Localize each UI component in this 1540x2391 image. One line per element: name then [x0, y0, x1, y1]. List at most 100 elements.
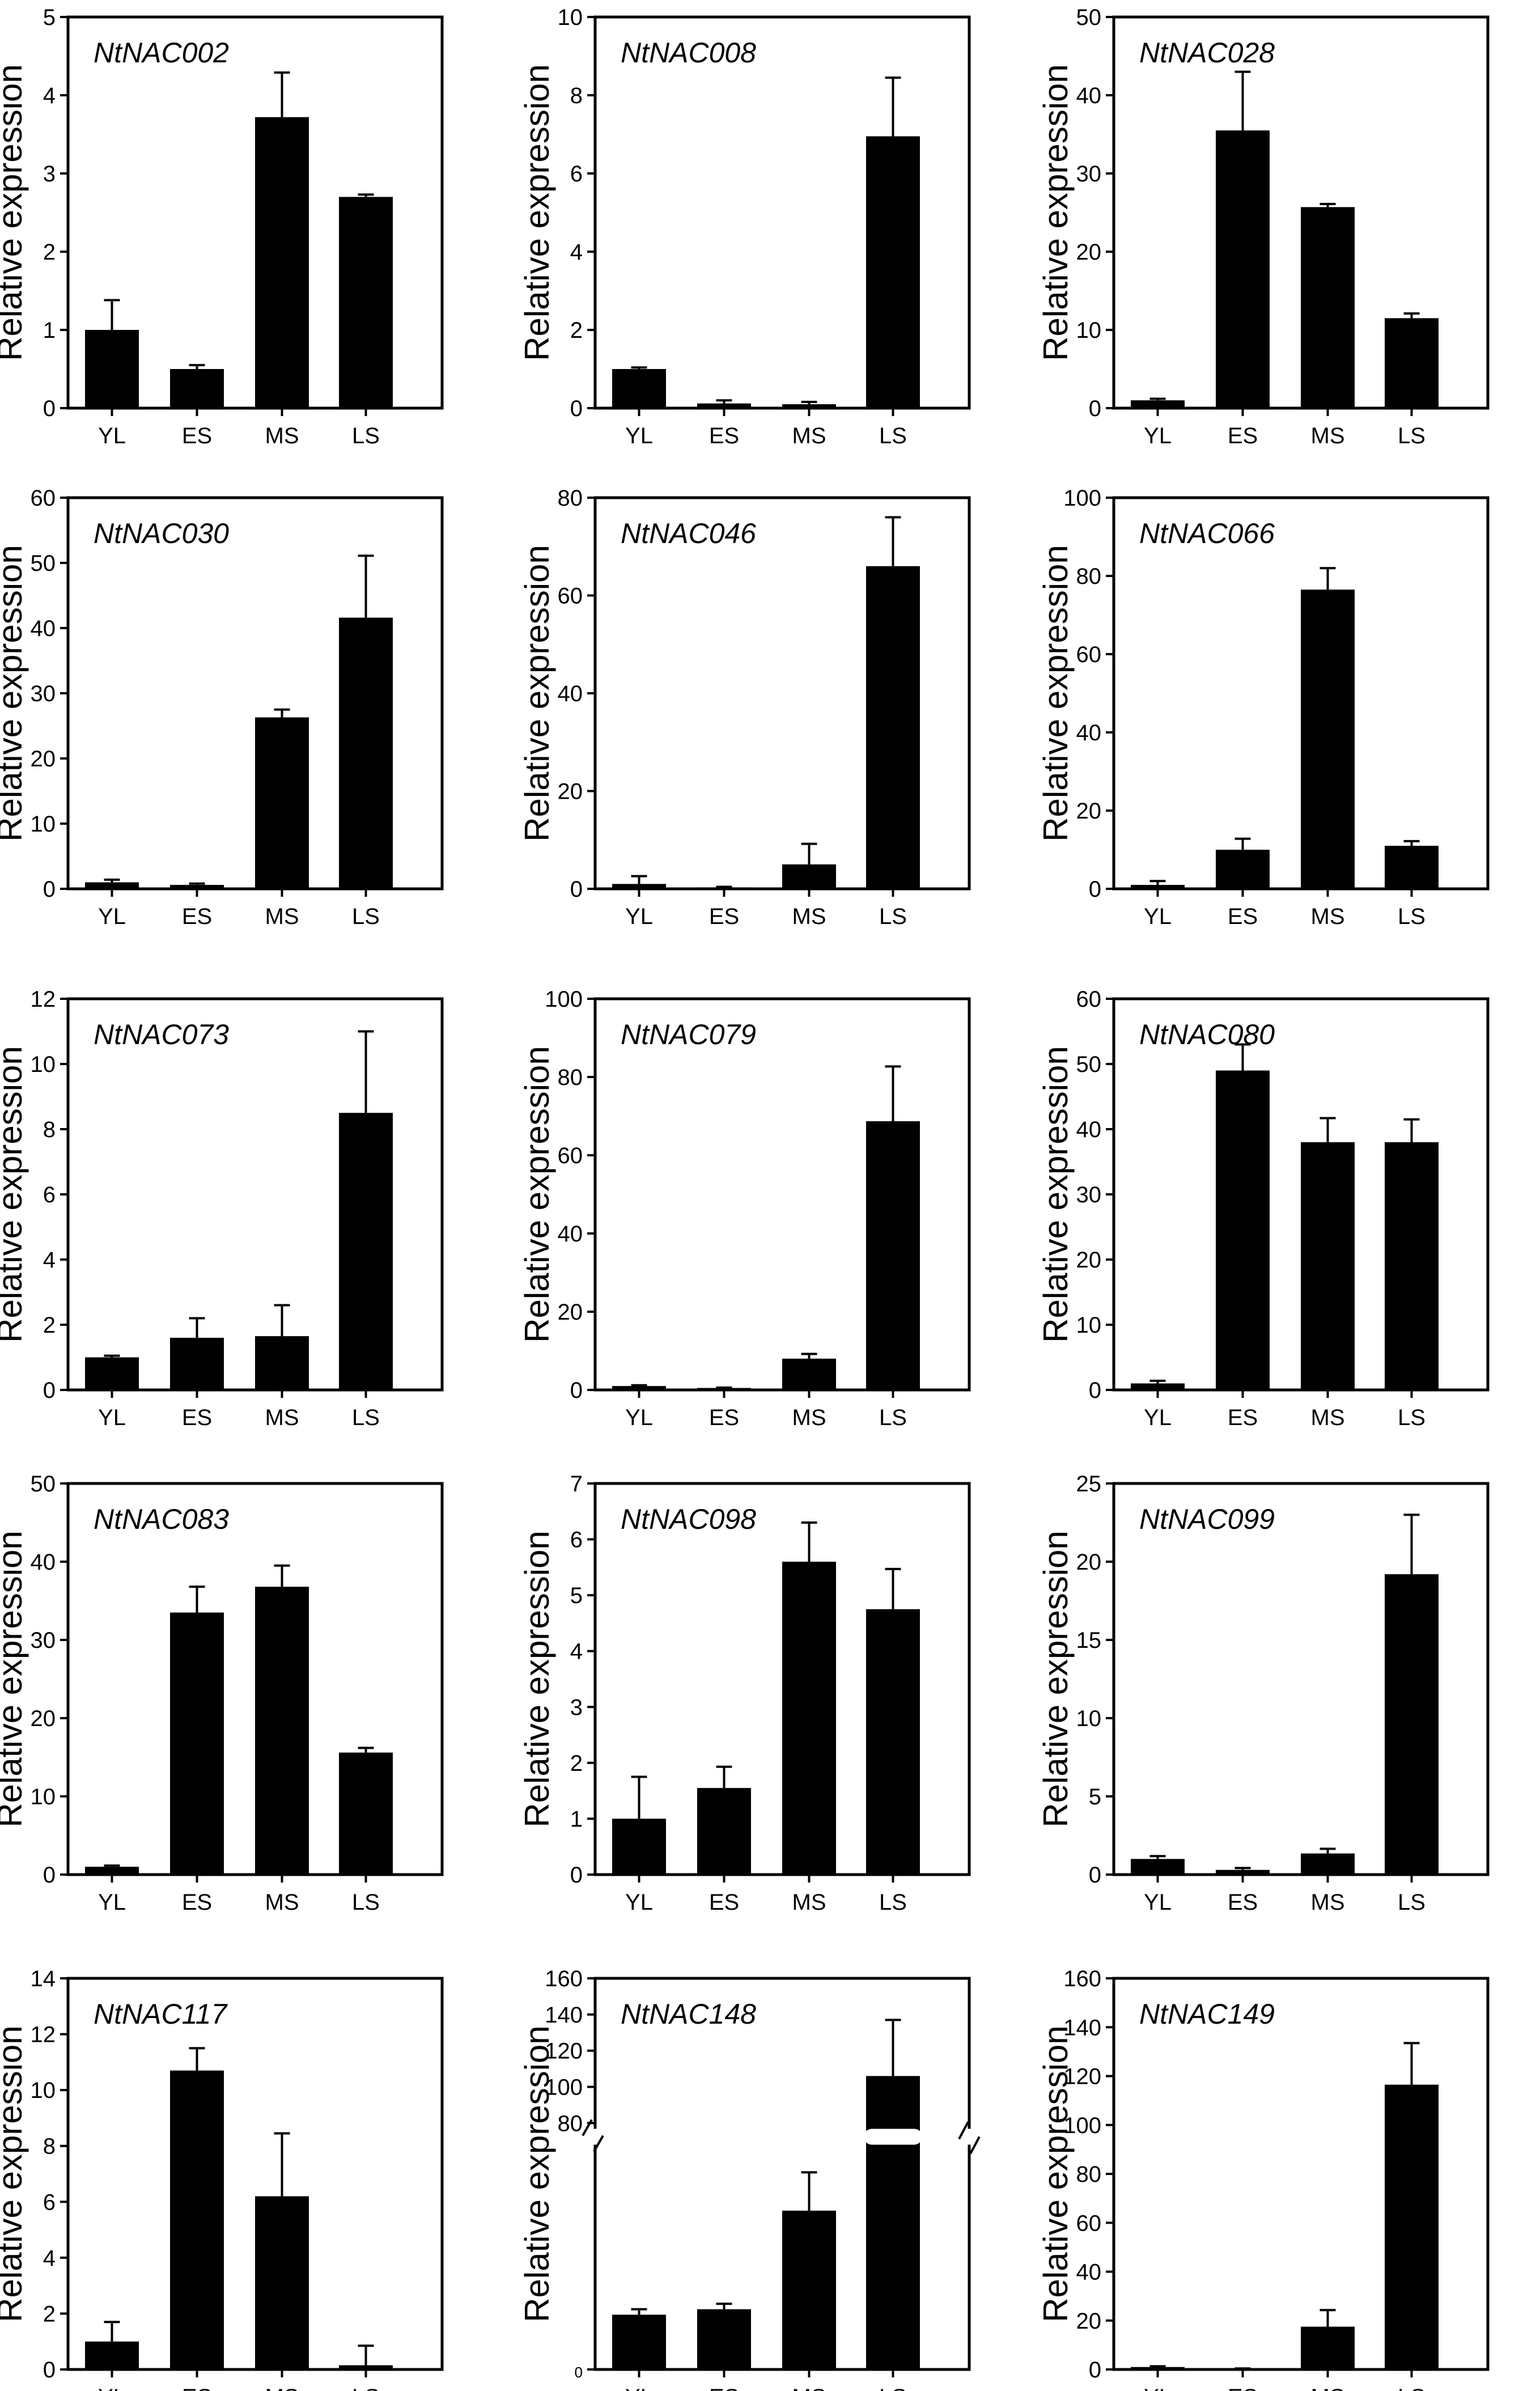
y-tick-label: 20 — [558, 1300, 583, 1325]
y-axis-label: Relative expression — [1037, 1046, 1075, 1343]
y-axis-label: Relative expression — [518, 64, 556, 361]
chart-title: NtNAC117 — [94, 1998, 228, 2030]
y-tick-label: 10 — [31, 1784, 56, 1809]
chart-panel: 0 10 20 30 40 50 YL ES MS LS NtNAC083 Relative expr… — [0, 1472, 444, 1915]
bar — [612, 369, 666, 408]
bar — [1301, 207, 1355, 408]
x-tick-label: LS — [1398, 904, 1426, 929]
bar — [782, 864, 836, 889]
bar — [255, 1336, 309, 1390]
bar — [339, 2365, 393, 2369]
bar — [612, 1386, 666, 1390]
y-tick-label: 10 — [31, 812, 56, 837]
y-tick-label: 20 — [1076, 240, 1102, 265]
plot-frame — [593, 1482, 971, 1876]
y-tick-label: 12 — [31, 2023, 56, 2047]
y-tick-label: 0 — [570, 396, 583, 421]
plot-frame — [593, 15, 971, 410]
chart-panel: 0 2 4 6 8 10 12 YL ES MS LS NtNAC073 Relative expres… — [0, 987, 444, 1430]
chart-panel: 0 20 40 60 80 100 120 140 160 YL ES MS LS NtNAC149 Rel… — [1037, 1966, 1490, 2391]
y-tick-label: 0 — [1089, 396, 1101, 421]
x-tick-label: YL — [625, 1405, 653, 1430]
y-axis-label: Relative expression — [518, 2025, 556, 2322]
x-tick-label: MS — [265, 904, 299, 929]
y-tick-label: 0 — [1089, 1378, 1101, 1403]
chart-panel: 0 20 40 60 80 100 YL ES MS LS NtNAC066 Relative exp… — [1037, 486, 1490, 929]
chart-panel: 0 1 2 3 4 5 YL ES MS LS NtNAC002 Relative expressio… — [0, 5, 444, 448]
plot-frame — [66, 1977, 444, 2371]
bar — [1131, 1859, 1185, 1875]
x-tick-label: YL — [98, 423, 126, 448]
x-tick-label: ES — [709, 1405, 739, 1430]
y-tick-label: 40 — [31, 1550, 56, 1575]
x-tick-label: ES — [709, 2385, 739, 2391]
y-tick-label: 120 — [1063, 2064, 1101, 2089]
y-tick-label: 30 — [1076, 162, 1102, 186]
chart-title: NtNAC030 — [94, 518, 229, 549]
x-tick-label: MS — [265, 423, 299, 448]
x-tick-label: LS — [352, 423, 380, 448]
y-tick-label: 50 — [1076, 5, 1102, 30]
y-tick-label: 60 — [31, 486, 56, 511]
bar — [697, 1788, 751, 1875]
y-tick-label: 40 — [1076, 2260, 1102, 2285]
bar — [255, 717, 309, 889]
y-tick-label: 2 — [570, 1751, 583, 1776]
y-tick-label: 0 — [570, 877, 583, 902]
y-tick-label: 40 — [558, 1222, 583, 1247]
x-tick-label: YL — [98, 2385, 126, 2391]
y-tick-label: 1 — [43, 318, 56, 343]
y-axis-label: Relative expression — [1037, 2025, 1075, 2322]
chart-panel: 0 2 4 6 8 10 YL ES MS LS NtNAC008 Relative expressi… — [518, 5, 971, 448]
x-tick-label: ES — [182, 904, 212, 929]
y-tick-label: 4 — [43, 2246, 56, 2271]
y-tick-label: 20 — [1076, 2309, 1102, 2334]
y-axis-label: Relative expression — [518, 1046, 556, 1343]
bar — [170, 369, 224, 408]
bar — [255, 117, 309, 408]
y-tick-label: 10 — [1076, 1313, 1102, 1338]
y-tick-label: 30 — [31, 681, 56, 706]
bar — [1301, 590, 1355, 889]
y-tick-label: 80 — [558, 486, 583, 511]
bar — [1131, 1383, 1185, 1390]
y-tick-label: 12 — [31, 987, 56, 1012]
bar — [1385, 1574, 1439, 1875]
y-tick-label: 0 — [43, 877, 56, 902]
bar — [866, 136, 920, 408]
bar — [1385, 318, 1439, 408]
bar — [1216, 1869, 1270, 1875]
chart-panel: 0 1 2 3 4 5 6 7 YL ES MS LS NtNAC098 Relative express… — [518, 1472, 971, 1915]
bar — [85, 882, 139, 889]
y-axis-label: Relative expression — [1037, 545, 1075, 842]
bar — [1131, 400, 1185, 408]
y-tick-label: 0 — [43, 1863, 56, 1888]
x-tick-label: MS — [1311, 1890, 1345, 1915]
bar — [170, 2070, 224, 2369]
bar — [697, 2309, 751, 2369]
x-tick-label: MS — [1311, 2385, 1345, 2391]
y-tick-label: 20 — [1076, 1248, 1102, 1273]
y-tick-label: 1 — [570, 1807, 583, 1832]
y-tick-label: 80 — [558, 2111, 583, 2136]
y-tick-label: 10 — [31, 2078, 56, 2103]
bar — [612, 1818, 666, 1875]
y-tick-label: 100 — [545, 987, 583, 1012]
bar — [866, 566, 920, 889]
bar — [1301, 1853, 1355, 1875]
x-tick-label: ES — [1228, 2385, 1258, 2391]
y-tick-label: 60 — [558, 584, 583, 609]
x-tick-label: LS — [879, 423, 907, 448]
x-tick-label: ES — [182, 423, 212, 448]
bar — [1216, 130, 1270, 408]
x-tick-label: YL — [98, 1890, 126, 1915]
x-tick-label: MS — [792, 2385, 826, 2391]
x-tick-label: LS — [879, 2385, 907, 2391]
y-tick-label: 60 — [1076, 2211, 1102, 2236]
y-axis-label: Relative expression — [1037, 1531, 1075, 1828]
y-tick-label: 0 — [1089, 1863, 1101, 1888]
x-tick-label: ES — [709, 904, 739, 929]
x-tick-label: LS — [879, 1405, 907, 1430]
bar — [85, 1357, 139, 1390]
